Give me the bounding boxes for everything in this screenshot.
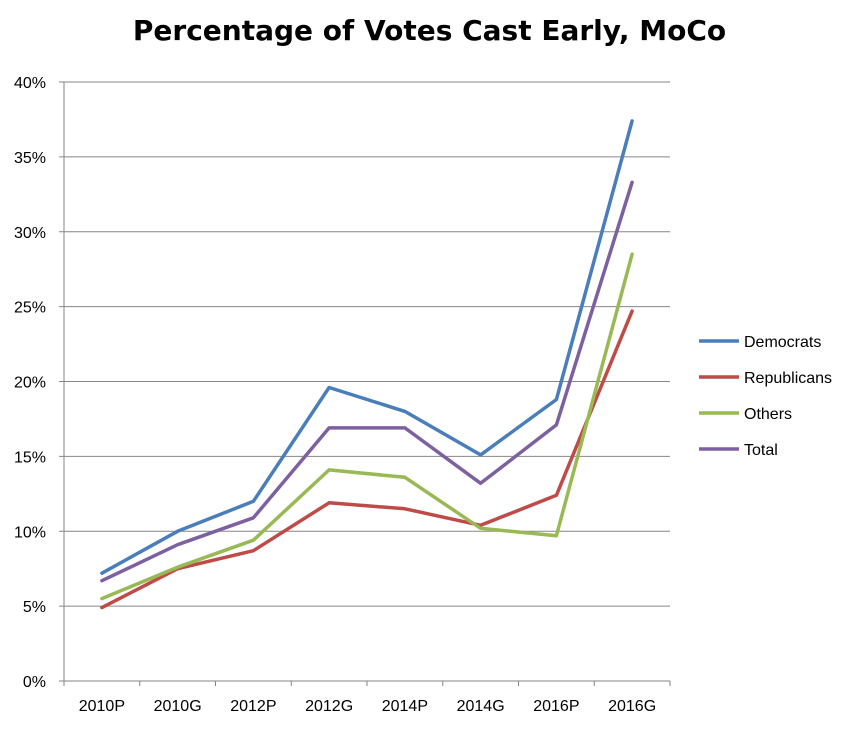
- chart-title: Percentage of Votes Cast Early, MoCo: [132, 14, 727, 47]
- legend-label: Republicans: [744, 370, 832, 387]
- legend-label: Others: [744, 406, 792, 423]
- y-tick-label: 0%: [23, 674, 46, 691]
- x-tick-label: 2010P: [79, 698, 125, 715]
- y-tick-label: 30%: [14, 225, 46, 242]
- x-tick-label: 2014P: [382, 698, 428, 715]
- series-line-others: [100, 252, 634, 601]
- y-tick-label: 15%: [14, 449, 46, 466]
- grid-lines: [64, 81, 670, 607]
- y-tick-label: 10%: [14, 524, 46, 541]
- x-tick-label: 2012P: [230, 698, 276, 715]
- legend-item-total: Total: [699, 442, 778, 459]
- x-tick-label: 2016G: [608, 698, 656, 715]
- series-line-total: [100, 180, 634, 583]
- y-tick-label: 5%: [23, 599, 46, 616]
- legend-item-democrats: Democrats: [699, 334, 821, 351]
- series-lines: [100, 119, 634, 610]
- y-tick-label: 35%: [14, 150, 46, 167]
- y-tick-label: 40%: [14, 75, 46, 92]
- series-line-republicans: [100, 309, 634, 610]
- series-line-democrats: [100, 119, 634, 575]
- x-tick-label: 2014G: [457, 698, 505, 715]
- x-tick-label: 2012G: [305, 698, 353, 715]
- x-tick-label: 2010G: [154, 698, 202, 715]
- legend-item-others: Others: [699, 406, 792, 423]
- x-tick-label: 2016P: [533, 698, 579, 715]
- legend-label: Democrats: [744, 334, 821, 351]
- legend: Democrats Republicans Others Total: [699, 334, 832, 459]
- legend-item-republicans: Republicans: [699, 370, 832, 387]
- legend-label: Total: [744, 442, 778, 459]
- y-tick-label: 20%: [14, 375, 46, 392]
- x-axis-ticks: 2010P 2010G 2012P 2012G 2014P 2014G 2016P 2016G: [63, 681, 671, 715]
- y-tick-label: 25%: [14, 300, 46, 317]
- y-axis-ticks: 0% 5% 10% 15% 20% 25% 30% 35% 40%: [14, 75, 64, 691]
